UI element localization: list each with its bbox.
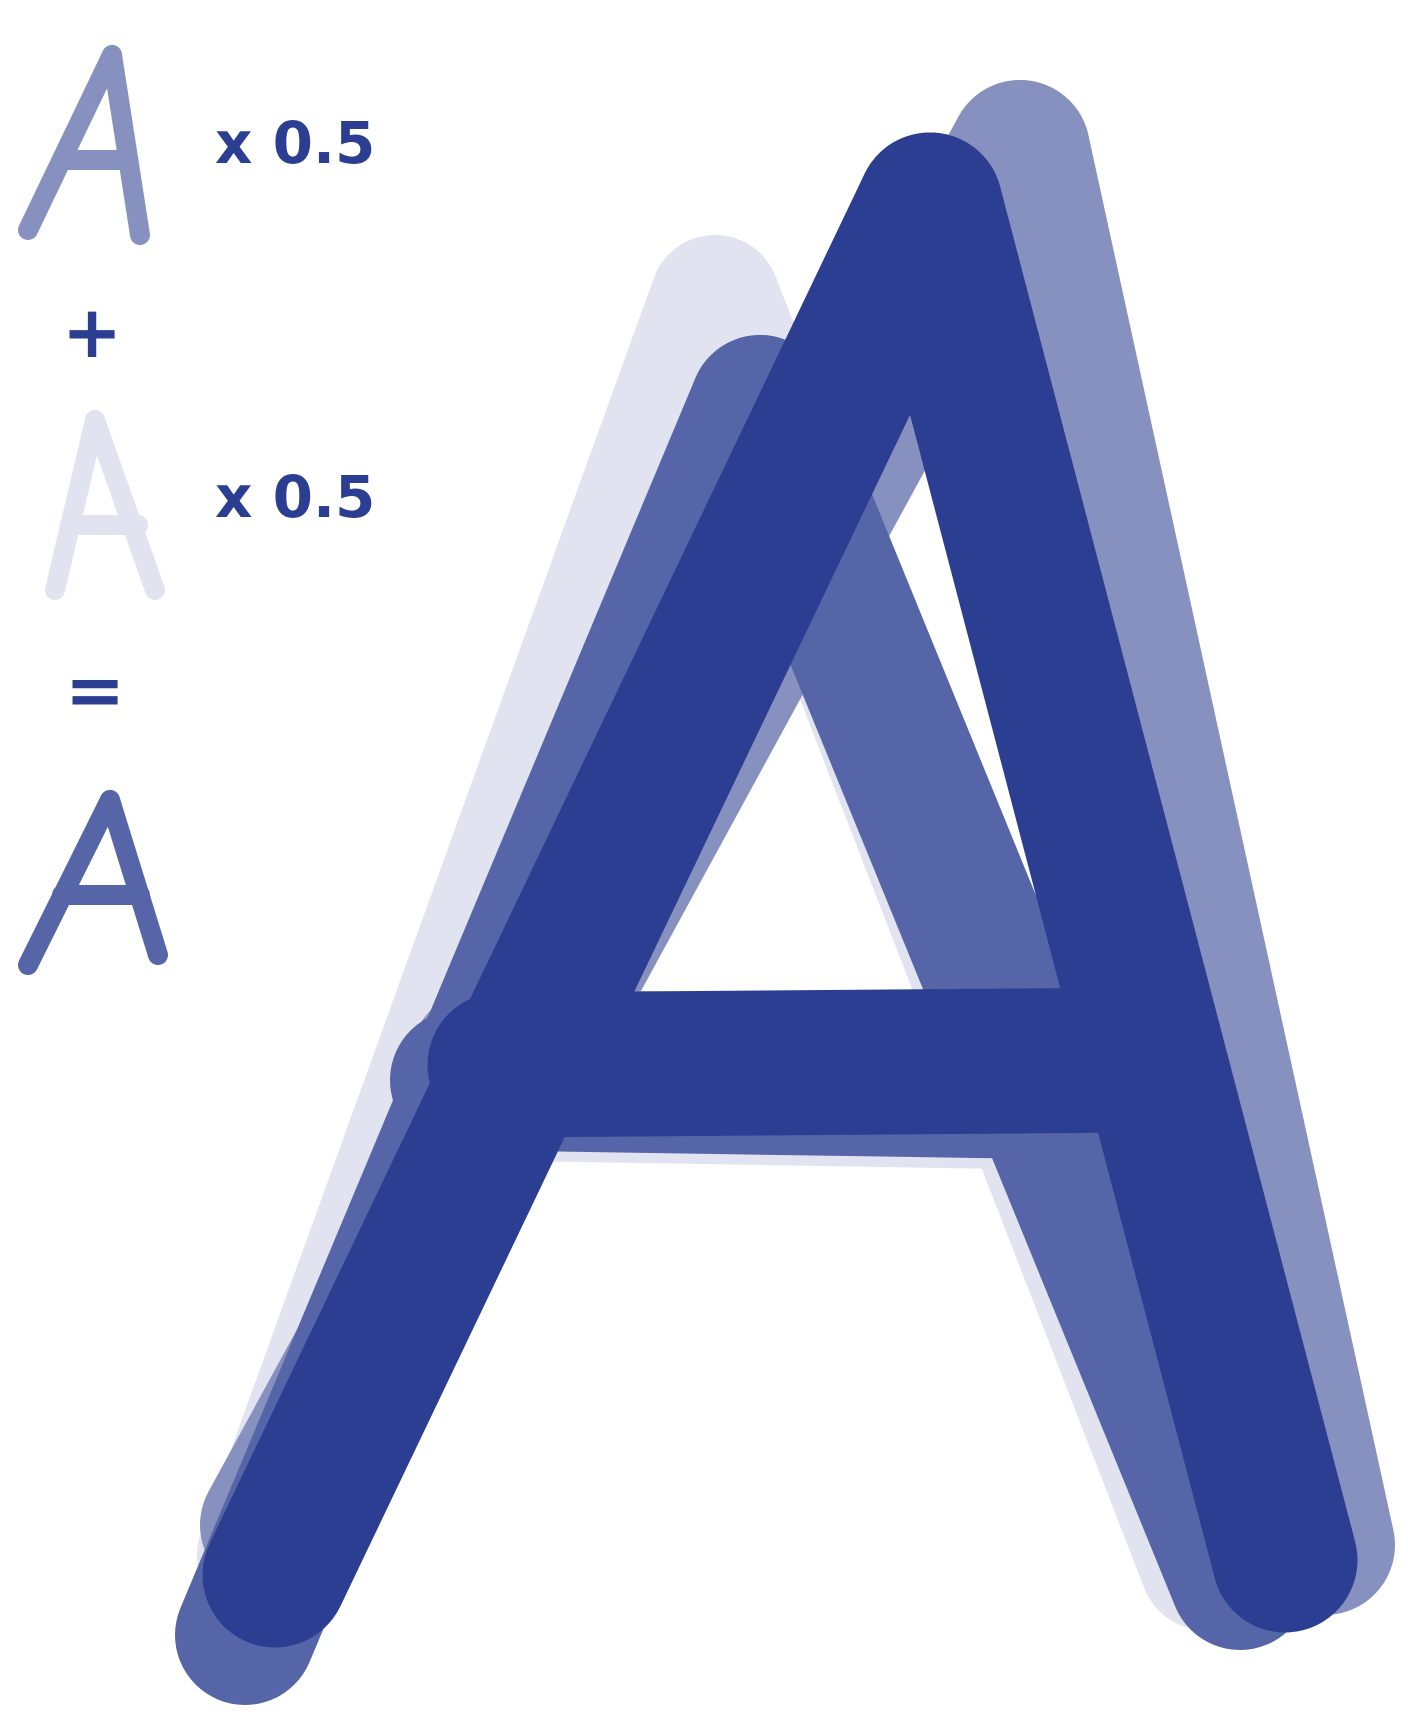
result-glyph bbox=[18, 790, 168, 975]
term-a-multiplier: x 0.5 bbox=[215, 109, 375, 177]
equals-symbol: = bbox=[65, 648, 125, 732]
term-b-multiplier: x 0.5 bbox=[215, 463, 375, 531]
term-b-glyph bbox=[45, 410, 165, 600]
term-a-glyph bbox=[18, 45, 150, 245]
equation-column: x 0.5 + x 0.5 = bbox=[18, 45, 375, 975]
plus-symbol: + bbox=[62, 290, 122, 374]
large-letter-a-illustration bbox=[175, 80, 1395, 1705]
large-a-layer-bold bbox=[202, 132, 1358, 1648]
